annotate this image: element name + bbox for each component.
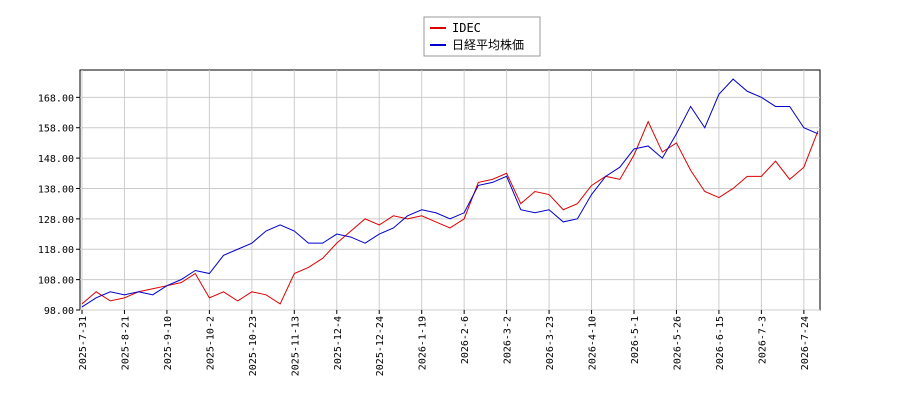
x-tick-label: 2026-4-10	[588, 316, 599, 370]
legend-label: 日経平均株価	[452, 37, 524, 52]
x-tick-label: 2026-7-3	[757, 316, 768, 364]
legend-box	[423, 16, 541, 57]
x-tick-label: 2025-10-23	[248, 316, 259, 376]
x-tick-label: 2025-12-4	[333, 316, 344, 370]
y-tick-label: 168.00	[38, 93, 74, 104]
x-tick-label: 2026-3-2	[503, 316, 514, 364]
x-tick-label: 2026-3-23	[545, 316, 556, 370]
x-tick-label: 2026-2-6	[460, 316, 471, 364]
x-tick-label: 2026-6-15	[715, 316, 726, 370]
legend-label: IDEC	[452, 21, 481, 35]
y-tick-label: 158.00	[38, 124, 74, 135]
x-tick-label: 2025-9-10	[163, 316, 174, 370]
x-tick-label: 2025-11-13	[290, 316, 301, 376]
x-tick-label: 2026-5-26	[672, 316, 683, 370]
y-tick-label: 128.00	[38, 215, 74, 226]
series-line	[81, 120, 819, 305]
y-tick-label: 108.00	[38, 276, 74, 287]
plot-frame	[79, 69, 821, 311]
y-tick-label: 148.00	[38, 154, 74, 165]
x-tick-label: 2026-1-19	[418, 316, 429, 370]
series-line	[81, 78, 819, 308]
y-tick-label: 118.00	[38, 245, 74, 256]
y-tick-label: 138.00	[38, 184, 74, 195]
x-tick-label: 2025-8-21	[120, 316, 131, 370]
x-tick-label: 2025-10-2	[205, 316, 216, 370]
x-tick-label: 2025-12-24	[375, 316, 386, 376]
y-tick-label: 98.00	[44, 306, 74, 317]
x-tick-label: 2026-5-1	[630, 316, 641, 364]
x-tick-label: 2025-7-31	[78, 316, 89, 370]
x-tick-label: 2026-7-24	[800, 316, 811, 370]
